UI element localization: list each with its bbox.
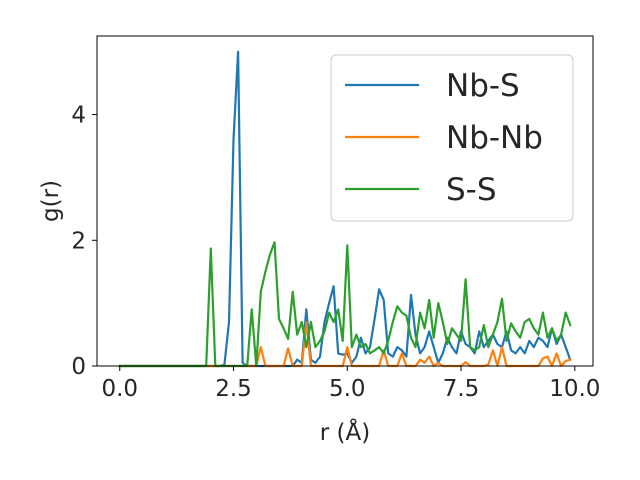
legend-label-s-s: S-S (446, 172, 497, 208)
y-tick-label: 0 (71, 354, 86, 380)
y-axis: 0 2 4 (71, 103, 97, 380)
x-tick-label: 10.0 (549, 376, 600, 402)
legend-box (330, 54, 574, 222)
legend: Nb-S Nb-Nb S-S (330, 54, 574, 222)
x-tick-label: 2.5 (215, 376, 252, 402)
y-tick-label: 4 (71, 103, 86, 129)
legend-label-nb-nb: Nb-Nb (446, 120, 543, 156)
x-axis: 0.0 2.5 5.0 7.5 10.0 (101, 366, 600, 402)
x-tick-label: 5.0 (329, 376, 366, 402)
y-tick-label: 2 (71, 228, 86, 254)
x-axis-label: r (Å) (320, 418, 370, 446)
x-tick-label: 0.0 (101, 376, 138, 402)
y-axis-label: g(r) (38, 180, 64, 222)
legend-label-nb-s: Nb-S (446, 68, 520, 104)
series-line-s-s (118, 241, 572, 368)
x-tick-label: 7.5 (443, 376, 480, 402)
plot-frame (96, 35, 594, 367)
